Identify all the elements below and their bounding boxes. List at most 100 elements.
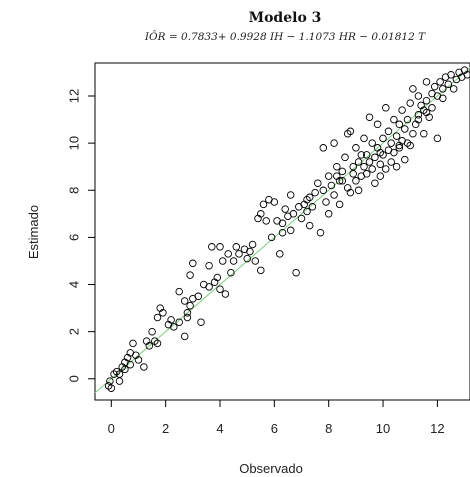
- data-point: [107, 384, 116, 392]
- data-point: [322, 198, 330, 206]
- data-point: [262, 217, 270, 225]
- data-point: [436, 78, 444, 86]
- data-point: [349, 170, 357, 178]
- data-point: [401, 125, 409, 133]
- data-point: [395, 120, 404, 129]
- data-point: [409, 85, 417, 93]
- data-point: [305, 193, 314, 202]
- data-point: [167, 316, 175, 324]
- data-point: [449, 85, 458, 93]
- x-tick-label: 6: [271, 421, 278, 436]
- data-point: [270, 198, 279, 206]
- data-point: [382, 165, 390, 173]
- data-point: [352, 144, 360, 152]
- data-point: [327, 181, 336, 190]
- data-point: [129, 339, 137, 348]
- data-point: [439, 85, 447, 93]
- chart-formula: IÔR = 0.7833+ 0.9928 IH − 1.1073 HR − 0.…: [144, 29, 426, 43]
- data-point: [286, 191, 295, 199]
- data-point: [422, 78, 431, 86]
- data-point: [433, 134, 442, 143]
- data-point: [365, 113, 374, 121]
- data-point: [360, 162, 368, 171]
- data-point: [390, 115, 398, 124]
- data-point: [346, 127, 355, 136]
- data-point: [175, 287, 183, 296]
- data-point: [330, 191, 338, 199]
- data-point: [362, 170, 371, 178]
- data-point: [303, 207, 311, 216]
- data-point: [395, 141, 404, 150]
- data-point: [430, 82, 439, 91]
- data-point: [354, 158, 363, 166]
- data-point: [246, 247, 254, 256]
- x-tick-label: 0: [108, 421, 115, 436]
- data-point: [414, 115, 423, 124]
- data-point: [349, 162, 357, 171]
- data-point: [373, 120, 382, 129]
- data-point: [341, 153, 349, 162]
- data-point: [330, 139, 338, 147]
- data-point: [346, 188, 355, 197]
- data-point: [148, 327, 156, 336]
- y-axis-label: Estimado: [26, 205, 41, 259]
- data-point: [121, 365, 129, 374]
- data-point: [297, 214, 306, 223]
- data-point: [379, 151, 387, 159]
- data-point: [259, 200, 268, 209]
- data-point: [335, 200, 344, 209]
- data-point: [376, 172, 385, 180]
- data-point: [414, 92, 423, 100]
- data-point: [414, 111, 423, 119]
- x-tick-label: 8: [325, 421, 332, 436]
- data-point: [387, 158, 395, 166]
- data-point: [365, 158, 374, 166]
- data-point: [267, 233, 276, 242]
- data-point: [368, 139, 376, 147]
- data-point: [338, 177, 347, 185]
- data-point: [368, 165, 376, 173]
- y-tick-label: 4: [66, 281, 81, 288]
- y-tick-label: 12: [66, 89, 81, 103]
- data-point: [186, 301, 194, 310]
- data-point: [319, 144, 328, 152]
- data-point: [180, 332, 189, 341]
- y-tick-label: 2: [66, 328, 81, 335]
- data-point: [382, 104, 390, 112]
- y-tick-label: 6: [66, 234, 81, 241]
- data-point: [153, 313, 162, 322]
- plot-frame: [94, 62, 470, 401]
- data-point: [422, 108, 431, 117]
- data-point: [447, 71, 455, 79]
- data-point: [132, 351, 140, 359]
- data-point: [110, 370, 118, 378]
- data-point: [376, 160, 385, 169]
- data-point: [395, 144, 404, 152]
- data-point: [186, 271, 194, 279]
- identity-line: [95, 67, 470, 394]
- data-point: [251, 257, 260, 265]
- data-point: [153, 339, 162, 348]
- data-point: [362, 151, 371, 159]
- x-tick-label: 4: [216, 421, 223, 436]
- data-point: [352, 177, 360, 185]
- data-point: [159, 309, 167, 317]
- data-point: [248, 240, 257, 249]
- data-point: [403, 115, 412, 124]
- data-point: [409, 129, 417, 138]
- data-point: [151, 337, 159, 345]
- data-point: [463, 71, 470, 79]
- data-point: [292, 268, 300, 277]
- chart-title: Modelo 3: [249, 10, 322, 26]
- data-point: [305, 221, 314, 230]
- data-point: [338, 167, 347, 176]
- data-point: [115, 377, 124, 385]
- data-point: [140, 363, 148, 371]
- data-point: [205, 283, 213, 291]
- data-point: [360, 134, 368, 143]
- data-point: [422, 96, 431, 105]
- data-point: [379, 134, 387, 143]
- data-point: [392, 132, 401, 140]
- data-point: [428, 104, 436, 112]
- data-point: [316, 228, 325, 237]
